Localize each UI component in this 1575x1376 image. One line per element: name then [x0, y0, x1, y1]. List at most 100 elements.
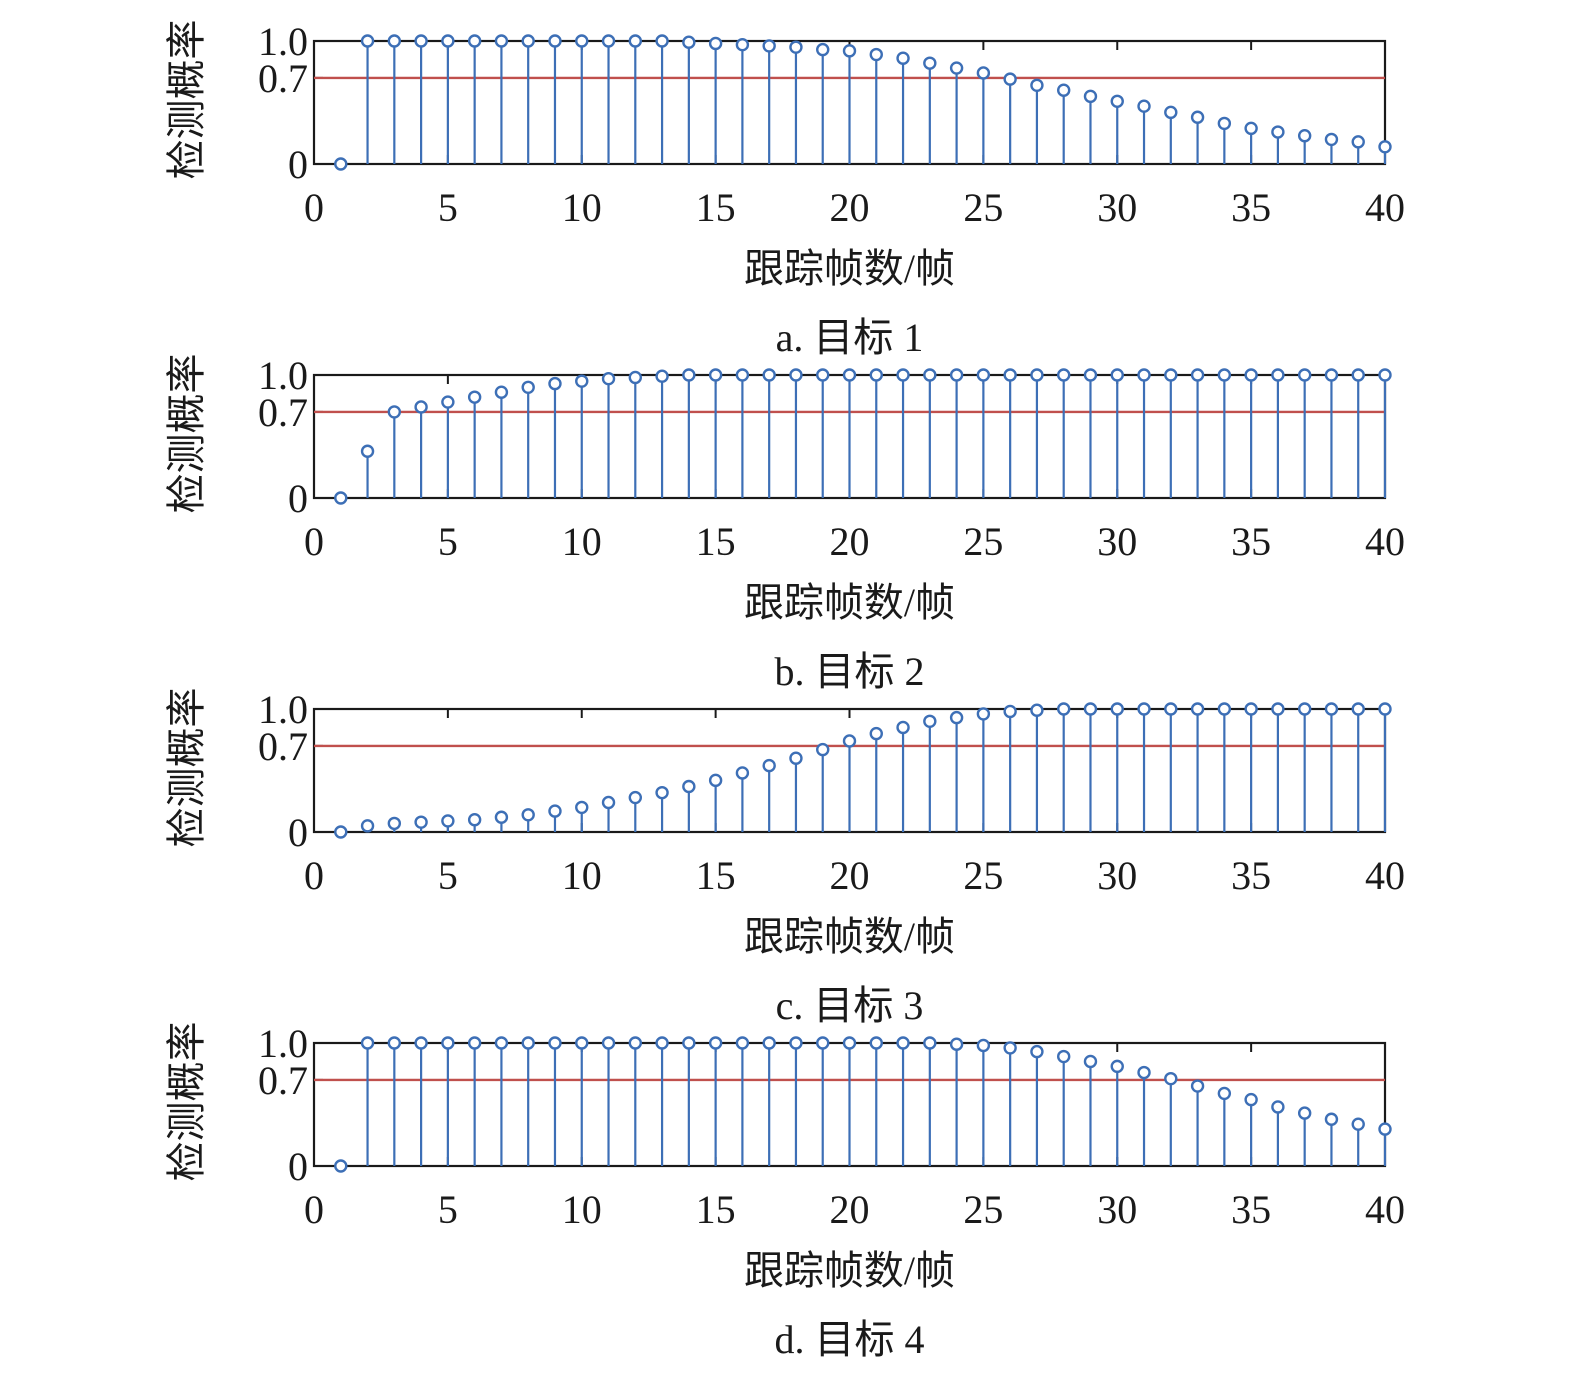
- stem-marker: [494, 34, 509, 48]
- stem-marker: [1030, 703, 1044, 717]
- stem-marker: [1003, 368, 1017, 382]
- y-axis-label: 检测概率: [164, 1022, 209, 1182]
- stem-marker: [548, 376, 562, 391]
- x-tick-label: 25: [963, 1187, 1003, 1232]
- y-tick-label: 0.7: [258, 724, 308, 769]
- x-tick-label: 0: [304, 853, 324, 898]
- stem-marker: [735, 37, 750, 52]
- stem-marker: [735, 1036, 750, 1050]
- stem-marker: [1003, 704, 1017, 719]
- x-tick-label: 40: [1365, 853, 1405, 898]
- stem-marker: [1030, 78, 1044, 92]
- stem-marker: [1271, 368, 1285, 382]
- stem-marker: [467, 1036, 482, 1050]
- stem-marker: [575, 34, 589, 48]
- stem-marker: [1244, 368, 1258, 382]
- stem-marker: [682, 779, 696, 794]
- stem-marker: [628, 790, 642, 805]
- stem-marker: [976, 368, 991, 382]
- y-axis-label: 检测概率: [164, 20, 209, 180]
- stem-marker: [1056, 702, 1071, 716]
- panel-caption: c. 目标 3: [776, 983, 924, 1028]
- stem-marker: [360, 444, 375, 458]
- stem-marker: [976, 707, 991, 721]
- x-tick-label: 10: [562, 185, 602, 230]
- y-tick-label: 0.7: [258, 390, 308, 435]
- stem-marker: [1164, 1071, 1178, 1086]
- stem-marker: [1324, 1112, 1339, 1126]
- stem-marker: [1297, 129, 1312, 143]
- stem-marker: [1137, 368, 1151, 382]
- x-tick-label: 10: [562, 853, 602, 898]
- y-tick-label: 1.0: [258, 19, 308, 64]
- stem-marker: [414, 400, 428, 414]
- stem-marker: [521, 808, 535, 822]
- stem-marker: [548, 804, 562, 818]
- x-tick-label: 30: [1097, 519, 1137, 564]
- x-tick-label: 20: [830, 1187, 870, 1232]
- stem-marker: [548, 1036, 562, 1050]
- stem-marker: [601, 34, 616, 48]
- x-tick-label: 5: [438, 519, 458, 564]
- stem-marker: [1324, 702, 1339, 716]
- x-tick-label: 35: [1231, 853, 1271, 898]
- stem-marker: [1244, 121, 1258, 136]
- y-tick-label: 0: [288, 476, 308, 521]
- stem-marker: [842, 1036, 857, 1050]
- x-tick-label: 40: [1365, 1187, 1405, 1232]
- stem-marker: [816, 42, 830, 57]
- x-axis-label: 跟踪帧数/帧: [744, 580, 955, 625]
- stem-marker: [601, 795, 616, 810]
- stem-marker: [414, 815, 428, 829]
- stem-marker: [762, 368, 776, 382]
- stem-marker: [628, 1036, 642, 1050]
- x-tick-label: 25: [963, 519, 1003, 564]
- stem-marker: [923, 56, 937, 70]
- stem-marker: [1324, 368, 1339, 382]
- x-axis-label: 跟踪帧数/帧: [744, 1248, 955, 1293]
- stem-marker: [601, 371, 616, 386]
- stem-marker: [360, 1036, 375, 1050]
- stem-marker: [869, 726, 883, 741]
- stem-marker: [387, 405, 402, 419]
- stem-marker: [655, 785, 669, 800]
- x-tick-label: 30: [1097, 1187, 1137, 1232]
- stem-marker: [896, 368, 910, 382]
- stem-marker: [682, 35, 696, 49]
- x-tick-label: 15: [696, 185, 736, 230]
- x-tick-label: 5: [438, 185, 458, 230]
- stem-marker: [1297, 702, 1312, 716]
- panel-caption: b. 目标 2: [775, 649, 925, 694]
- panel-caption: a. 目标 1: [776, 315, 924, 360]
- stem-marker: [601, 1036, 616, 1050]
- stem-marker: [387, 34, 402, 48]
- y-tick-label: 0: [288, 142, 308, 187]
- stem-marker: [655, 369, 669, 383]
- stem-marker: [1030, 368, 1044, 382]
- y-tick-label: 1.0: [258, 1021, 308, 1066]
- stem-marker: [655, 1036, 669, 1050]
- stem-marker: [494, 385, 509, 399]
- stem-marker: [682, 368, 696, 382]
- stem-marker: [441, 814, 455, 828]
- stem-marker: [842, 734, 857, 748]
- stem-marker: [494, 810, 509, 824]
- stem-marker: [628, 34, 642, 48]
- stem-marker: [682, 1036, 696, 1050]
- x-tick-label: 0: [304, 1187, 324, 1232]
- stem-marker: [1083, 89, 1098, 104]
- y-tick-label: 0: [288, 1144, 308, 1189]
- stem-marker: [1110, 94, 1124, 108]
- stem-marker: [1351, 702, 1365, 716]
- stem-marker: [976, 66, 991, 80]
- x-tick-label: 25: [963, 853, 1003, 898]
- stem-marker: [1056, 83, 1071, 97]
- stem-marker: [1378, 140, 1392, 154]
- stem-marker: [1164, 368, 1178, 382]
- stem-marker: [441, 34, 455, 48]
- stem-marker: [762, 1036, 776, 1050]
